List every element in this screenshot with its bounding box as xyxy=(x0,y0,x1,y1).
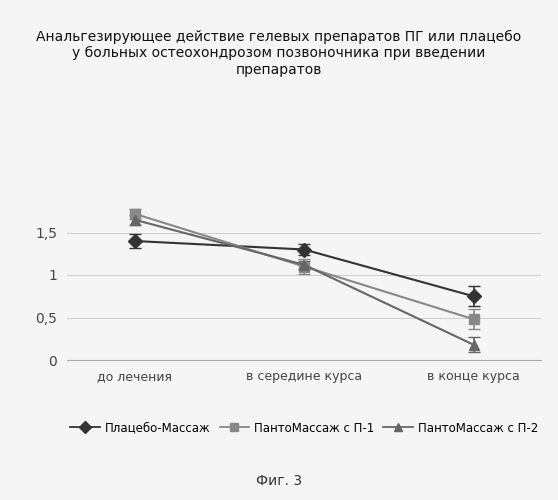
Legend: Плацебо-Массаж, ПантоМассаж с П-1, ПантоМассаж с П-2: Плацебо-Массаж, ПантоМассаж с П-1, Панто… xyxy=(65,417,543,440)
Text: Анальгезирующее действие гелевых препаратов ПГ или плацебо
у больных остеохондро: Анальгезирующее действие гелевых препара… xyxy=(36,30,522,76)
Text: Фиг. 3: Фиг. 3 xyxy=(256,474,302,488)
